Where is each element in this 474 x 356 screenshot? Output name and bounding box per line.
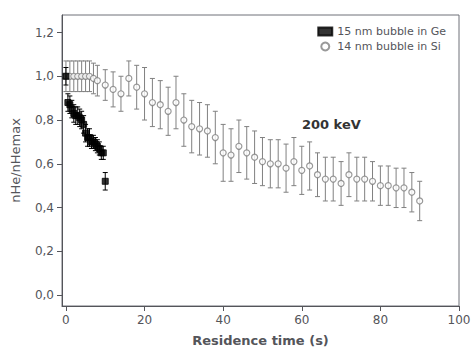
svg-text:0,6: 0,6 bbox=[35, 157, 54, 171]
svg-text:Residence time (s): Residence time (s) bbox=[192, 333, 329, 348]
svg-text:0,0: 0,0 bbox=[35, 288, 54, 302]
svg-text:200 keV: 200 keV bbox=[302, 117, 361, 132]
svg-text:80: 80 bbox=[373, 313, 388, 327]
svg-text:100: 100 bbox=[448, 313, 471, 327]
svg-text:60: 60 bbox=[294, 313, 309, 327]
svg-text:40: 40 bbox=[216, 313, 231, 327]
svg-text:1,0: 1,0 bbox=[35, 69, 54, 83]
svg-text:14 nm bubble in Si: 14 nm bubble in Si bbox=[337, 40, 440, 53]
svg-text:0: 0 bbox=[62, 313, 70, 327]
svg-text:15 nm bubble in Ge: 15 nm bubble in Ge bbox=[337, 25, 446, 38]
svg-text:0,2: 0,2 bbox=[35, 244, 54, 258]
svg-text:0,4: 0,4 bbox=[35, 201, 54, 215]
svg-text:1,2: 1,2 bbox=[35, 26, 54, 40]
svg-text:20: 20 bbox=[137, 313, 152, 327]
svg-text:0,8: 0,8 bbox=[35, 113, 54, 127]
svg-text:nHe/nHemax: nHe/nHemax bbox=[8, 118, 23, 203]
